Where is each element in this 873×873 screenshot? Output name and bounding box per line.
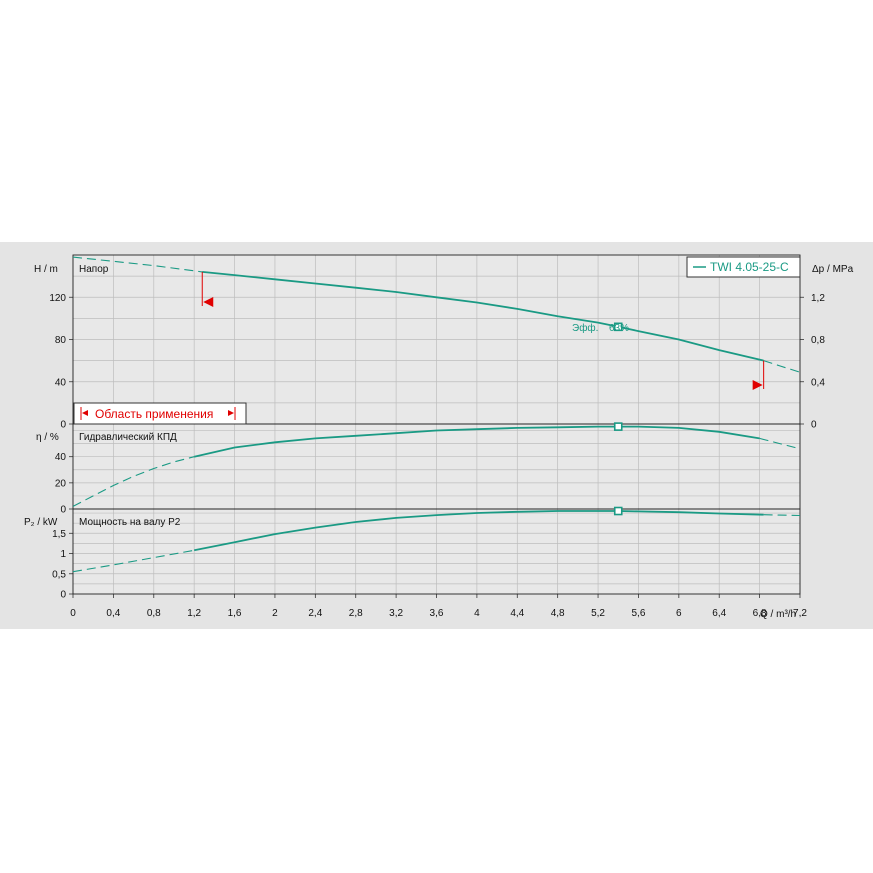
x-tick-label: 6 [676,608,682,619]
x-tick-label: 6,4 [712,608,726,619]
y-tick-label: 1 [60,549,66,560]
application-range-box: Область применения [73,402,247,425]
x-tick-label: 2,4 [308,608,322,619]
x-tick-label: 1,2 [187,608,201,619]
pressure-axis-label: Δp / MPa [812,264,854,275]
y-tick-label: 0 [60,420,66,431]
curve-line [202,271,764,362]
range-left-arrow-icon [82,410,88,416]
head-panel-title: Напор [79,264,109,275]
operating-point-label: Эфф. 63% [572,322,629,334]
y-tick-label: 0 [60,505,66,516]
efficiency-caption: Эфф. [572,322,598,334]
plot-frame-2 [72,508,801,595]
y-tick-label: 0,5 [52,569,66,580]
y-right-tick-label: 1,2 [811,293,825,304]
x-tick-label: 7,2 [793,608,807,619]
x-tick-label: 3,2 [389,608,403,619]
curve-extension-dashed [763,360,801,373]
curve-layer [72,256,801,573]
power-axis-label: P₂ / kW [24,517,58,528]
operating-point-marker-head [613,322,623,332]
y-tick-label: 20 [55,478,67,489]
legend-series-name: TWI 4.05-25-C [710,260,789,274]
x-tick-label: 3,6 [430,608,444,619]
application-range-label: Область применения [95,407,213,421]
y-tick-label: 80 [55,335,67,346]
efficiency-panel-title: Гидравлический КПД [79,432,177,443]
range-min-arrow-icon [203,297,214,307]
frame-layer [69,254,804,598]
curve-extension-dashed [72,456,195,507]
x-tick-label: 0,4 [106,608,120,619]
x-tick-label: 4,8 [551,608,565,619]
y-tick-label: 40 [55,377,67,388]
y-right-tick-label: 0,8 [811,335,825,346]
label-layer: 0 0,4 0,8 1,2 1,6 2 2,4 2,8 3,2 3,6 4 4,4 4,8 5,2 5,6 6… [49,293,825,619]
y-right-tick-label: 0 [811,420,817,431]
x-tick-label: 6,8 [753,608,767,619]
power-panel-title: Мощность на валу P2 [79,517,181,528]
y-tick-label: 120 [49,293,66,304]
head-axis-label: H / m [34,264,58,275]
curve-extension-dashed [72,549,195,573]
curve-extension-dashed [763,514,801,517]
x-tick-label: 1,6 [228,608,242,619]
y-tick-label: 0 [60,590,66,601]
y-tick-label: 40 [55,452,67,463]
flow-axis-label: Q / m³/h [760,609,796,620]
y-tick-label: 1,5 [52,529,66,540]
x-tick-label: 0,8 [147,608,161,619]
x-tick-label: 5,6 [631,608,645,619]
x-tick-label: 2 [272,608,278,619]
operating-point-marker-2 [613,506,623,516]
operating-point-marker-1 [613,422,623,431]
efficiency-axis-label: η / % [36,432,59,443]
y-right-tick-label: 0,4 [811,377,825,388]
range-right-arrow-icon [228,410,234,416]
x-tick-label: 2,8 [349,608,363,619]
curve-line [194,510,764,552]
curve-extension-dashed [72,256,203,273]
curve-extension-dashed [759,437,801,450]
x-tick-label: 4,4 [510,608,524,619]
x-tick-label: 5,2 [591,608,605,619]
curve-line [194,425,760,458]
x-tick-label: 4 [474,608,480,619]
range-max-arrow-icon [752,380,763,390]
x-tick-label: 0 [70,608,76,619]
legend: TWI 4.05-25-C [686,256,801,278]
efficiency-value: 63% [609,323,629,334]
